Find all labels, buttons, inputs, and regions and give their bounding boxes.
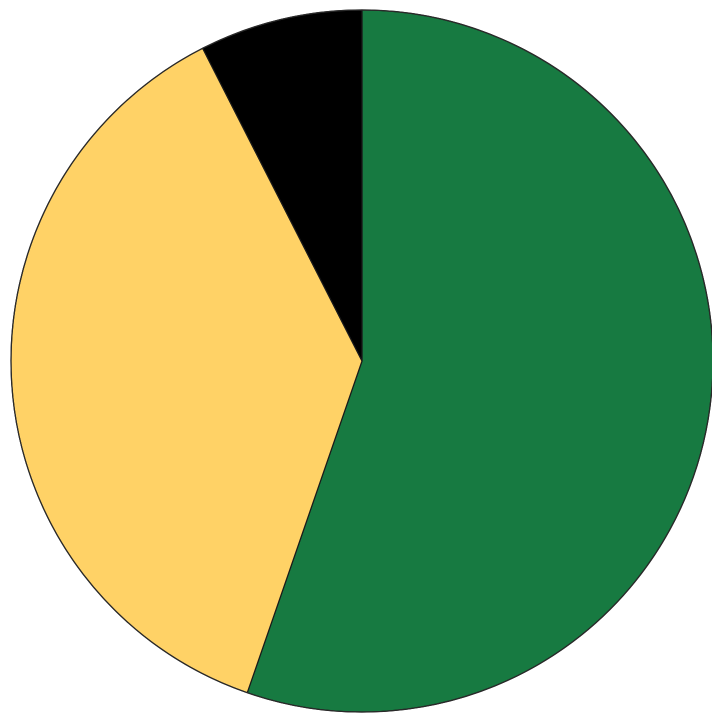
pie-outline <box>10 9 712 713</box>
pie-slices <box>10 9 712 713</box>
